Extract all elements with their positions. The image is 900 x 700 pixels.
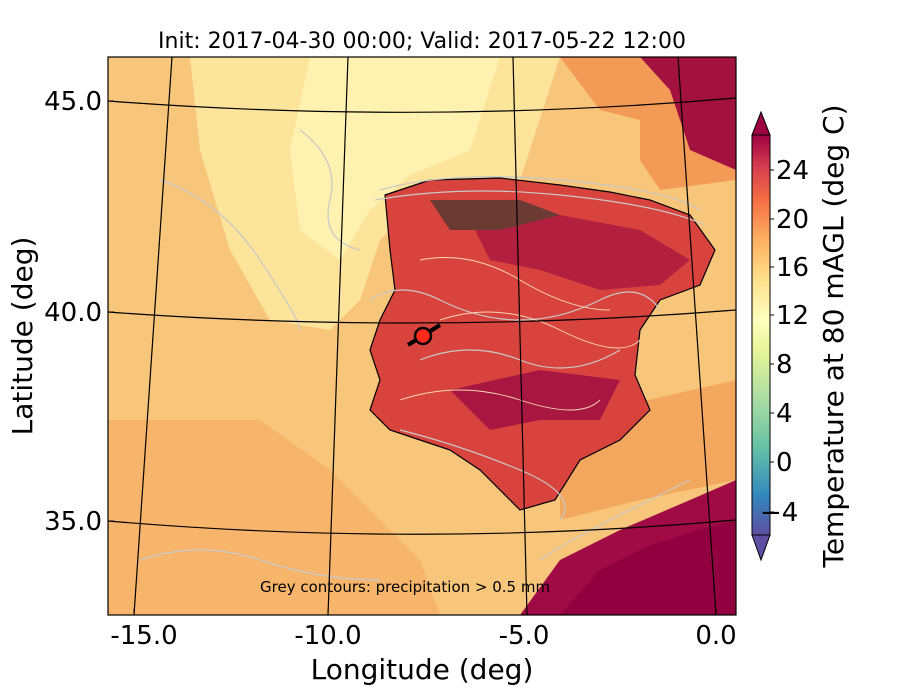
precipitation-contours	[139, 129, 706, 581]
colorbar-tick-label: 8	[776, 350, 793, 380]
precipitation-note: Grey contours: precipitation > 0.5 mm	[260, 578, 550, 596]
colorbar-tick-label: −4	[760, 498, 798, 528]
y-tick-label: 45.0	[44, 87, 102, 117]
south-plateau-hot	[450, 370, 620, 430]
colorbar-tick-label: 20	[776, 205, 809, 235]
temperature-field: Grey contours: precipitation > 0.5 mm	[108, 57, 736, 615]
colorbar-tick-label: 16	[776, 253, 809, 283]
x-tick-label: -10.0	[294, 621, 361, 651]
y-axis: 45.0 40.0 35.0 Latitude (deg)	[6, 87, 114, 537]
site-marker	[413, 326, 433, 346]
y-axis-label: Latitude (deg)	[6, 237, 39, 436]
y-tick-label: 35.0	[44, 507, 102, 537]
colorbar-extend-top	[751, 110, 771, 136]
x-axis-label: Longitude (deg)	[311, 653, 534, 686]
temperature-contours	[399, 257, 641, 411]
x-tick-label: -5.0	[499, 621, 550, 651]
x-axis: -15.0 -10.0 -5.0 0.0 Longitude (deg)	[110, 609, 737, 686]
x-tick-label: -15.0	[110, 621, 177, 651]
map-frame	[107, 56, 737, 616]
north-plateau-hot	[470, 215, 690, 290]
colorbar-scale	[751, 134, 771, 536]
colorbar: 24 20 16 12 8 4 0 −4 Temperature at 80 m…	[751, 104, 850, 569]
colorbar-tick-label: 0	[776, 448, 793, 478]
colorbar-tick-label: 24	[776, 156, 809, 186]
colorbar-tick-label: 4	[776, 399, 793, 429]
warm-southwest-sea	[108, 420, 440, 615]
colorbar-label: Temperature at 80 mAGL (deg C)	[817, 104, 850, 568]
map-title: Init: 2017-04-30 00:00; Valid: 2017-05-2…	[158, 29, 686, 54]
x-tick-label: 0.0	[695, 621, 736, 651]
north-africa-hot	[560, 520, 736, 615]
cantabrian-dark	[430, 200, 560, 230]
y-tick-label: 40.0	[44, 298, 102, 328]
colorbar-ticks: 24 20 16 12 8 4 0 −4	[760, 156, 809, 528]
colorbar-tick-label: 12	[776, 301, 809, 331]
colorbar-extend-bottom	[751, 534, 771, 562]
france-hot-region	[640, 57, 736, 170]
graticule	[108, 57, 736, 615]
